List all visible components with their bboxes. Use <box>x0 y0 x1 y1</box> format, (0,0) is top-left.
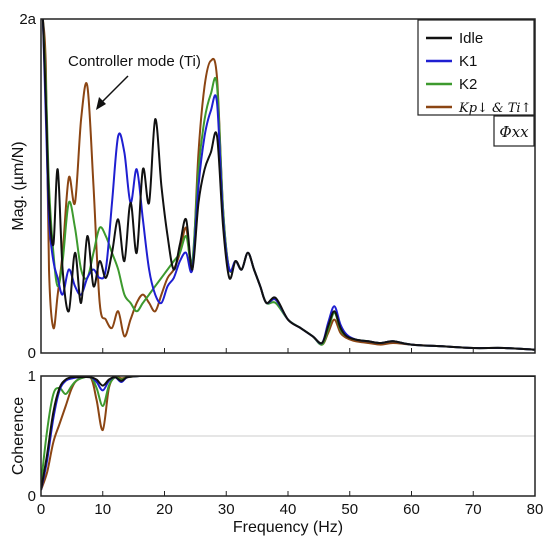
coherence-ytick-label: 1 <box>28 368 36 385</box>
coherence-xtick-label: 0 <box>37 501 45 518</box>
legend-label-idle: Idle <box>459 30 483 47</box>
magnitude-ytick-label: 2a <box>19 11 36 28</box>
legend-entries: Idle K1 K2 Kp↓ & Ti↑ <box>426 30 531 116</box>
magnitude-line-kp-ti <box>41 19 535 351</box>
magnitude-ylabel: Mag. (µm/N) <box>10 141 27 230</box>
annotation-arrow <box>99 75 129 105</box>
magnitude-line-k1 <box>41 19 535 351</box>
coherence-xtick-label: 30 <box>218 501 235 518</box>
coherence-xtick-label: 20 <box>156 501 173 518</box>
coherence-xtick-group: 0 10 20 30 40 50 60 70 80 <box>37 491 544 518</box>
coherence-line-k2 <box>41 376 535 485</box>
coherence-line-idle <box>41 376 535 491</box>
magnitude-axes-frame <box>40 18 536 354</box>
coherence-series-group <box>41 376 535 491</box>
coherence-panel: 01 0 10 20 30 40 50 60 70 80 Coherence Frequency… <box>10 368 543 536</box>
magnitude-panel: 0 2a Mag. (µm/N) Controller mode (Ti) Idl… <box>10 11 536 362</box>
coherence-ylabel: Coherence <box>10 397 27 475</box>
annotation-arrowhead <box>96 97 106 110</box>
coherence-xtick-label: 70 <box>465 501 482 518</box>
magnitude-ytick-group: 0 2a <box>19 11 36 362</box>
legend-box <box>417 19 535 116</box>
magnitude-line-idle <box>41 19 535 351</box>
coherence-line-kp-ti <box>41 376 535 491</box>
coherence-xtick-label: 50 <box>341 501 358 518</box>
coherence-xtick-label: 10 <box>94 501 111 518</box>
magnitude-ytick-label: 0 <box>28 345 36 362</box>
corner-label-text: Φxx <box>499 123 529 141</box>
coherence-ytick-label: 0 <box>28 488 36 505</box>
coherence-xlabel: Frequency (Hz) <box>233 519 343 536</box>
coherence-line-k1 <box>41 376 535 491</box>
coherence-xtick-label: 40 <box>280 501 297 518</box>
corner-label: Φxx <box>493 115 535 147</box>
coherence-ytick-group: 01 <box>28 368 36 505</box>
legend-label-kp-ti: Kp↓ & Ti↑ <box>458 101 531 116</box>
coherence-xtick-label: 80 <box>527 501 544 518</box>
magnitude-series-group <box>41 19 535 353</box>
legend: Idle K1 K2 Kp↓ & Ti↑ <box>417 19 535 116</box>
coherence-xtick-label: 60 <box>403 501 420 518</box>
legend-label-k1: K1 <box>459 53 477 70</box>
legend-label-k2: K2 <box>459 76 477 93</box>
corner-label-box <box>493 115 535 147</box>
annotation-label: Controller mode (Ti) <box>68 53 201 70</box>
